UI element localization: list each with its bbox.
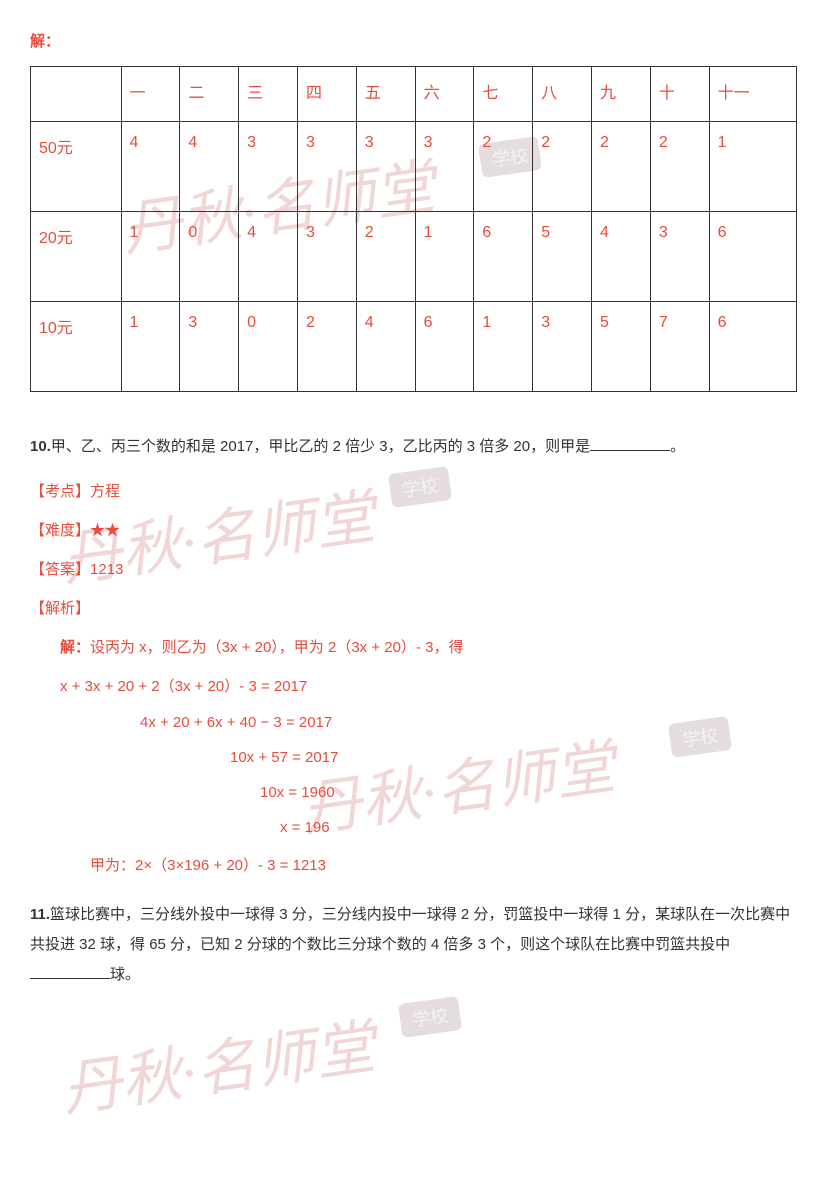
table-cell: 7 xyxy=(650,302,709,392)
solution-label: 解： xyxy=(30,30,797,51)
question-text-after: 。 xyxy=(670,438,685,455)
question-text: 篮球比赛中，三分线外投中一球得 3 分，三分线内投中一球得 2 分，罚篮投中一球… xyxy=(30,906,790,953)
work-step: 4x + 20 + 6x + 40 − 3 = 2017 xyxy=(30,714,797,731)
table-row: 20元 1 0 4 3 2 1 6 5 4 3 6 xyxy=(31,212,797,302)
work-step: x = 196 xyxy=(30,819,797,836)
table-cell: 4 xyxy=(356,302,415,392)
watermark-4: 丹秋·名师堂 xyxy=(55,999,379,1129)
question-11: 11.篮球比赛中，三分线外投中一球得 3 分，三分线内投中一球得 2 分，罚篮投… xyxy=(30,900,797,990)
jiexi-label: 【解析】 xyxy=(30,597,797,618)
work-step: x + 3x + 20 + 2（3x + 20）- 3 = 2017 xyxy=(30,675,797,696)
table-cell: 5 xyxy=(533,212,592,302)
table-cell: 1 xyxy=(474,302,533,392)
fill-blank xyxy=(590,436,670,451)
kaodian-line: 【考点】方程 xyxy=(30,480,797,501)
table-cell: 四 xyxy=(297,67,356,122)
work-step: 10x = 1960 xyxy=(30,784,797,801)
table-cell: 3 xyxy=(297,212,356,302)
table-cell: 5 xyxy=(592,302,651,392)
table-row: 10元 1 3 0 2 4 6 1 3 5 7 6 xyxy=(31,302,797,392)
table-cell: 1 xyxy=(709,122,796,212)
table-cell: 1 xyxy=(121,302,180,392)
question-number: 11. xyxy=(30,906,50,923)
table-cell: 三 xyxy=(239,67,298,122)
daan-label: 【答案】 xyxy=(30,561,90,578)
table-cell: 3 xyxy=(533,302,592,392)
table-cell: 4 xyxy=(121,122,180,212)
table-cell: 2 xyxy=(650,122,709,212)
fill-blank xyxy=(30,964,110,979)
solve-label: 解： xyxy=(60,639,90,656)
table-cell: 0 xyxy=(180,212,239,302)
table-cell: 6 xyxy=(709,302,796,392)
nandu-value: ★★ xyxy=(90,522,120,539)
table-cell: 八 xyxy=(533,67,592,122)
table-cell: 十一 xyxy=(709,67,796,122)
table-cell: 4 xyxy=(239,212,298,302)
table-cell: 3 xyxy=(415,122,474,212)
table-cell: 1 xyxy=(415,212,474,302)
table-cell: 一 xyxy=(121,67,180,122)
kaodian-value: 方程 xyxy=(90,483,120,500)
question-number: 10. xyxy=(30,438,51,455)
table-row: 50元 4 4 3 3 3 3 2 2 2 2 1 xyxy=(31,122,797,212)
table-cell: 6 xyxy=(709,212,796,302)
nandu-label: 【难度】 xyxy=(30,522,90,539)
table-cell: 2 xyxy=(356,212,415,302)
table-cell: 五 xyxy=(356,67,415,122)
table-row-label: 20元 xyxy=(31,212,122,302)
table-cell: 3 xyxy=(180,302,239,392)
solve-intro-text: 设丙为 x，则乙为（3x + 20），甲为 2（3x + 20）- 3，得 xyxy=(90,639,463,656)
answer-table: 一 二 三 四 五 六 七 八 九 十 十一 50元 4 4 3 3 3 3 2… xyxy=(30,66,797,392)
question-text: 甲、乙、丙三个数的和是 2017，甲比乙的 2 倍少 3，乙比丙的 3 倍多 2… xyxy=(51,438,590,455)
daan-value: 1213 xyxy=(90,561,123,578)
table-cell: 3 xyxy=(356,122,415,212)
table-header-row: 一 二 三 四 五 六 七 八 九 十 十一 xyxy=(31,67,797,122)
table-cell: 二 xyxy=(180,67,239,122)
table-cell: 2 xyxy=(474,122,533,212)
work-step: 10x + 57 = 2017 xyxy=(30,749,797,766)
table-cell xyxy=(31,67,122,122)
question-text-after: 球。 xyxy=(110,966,140,983)
final-answer: 甲为：2×（3×196 + 20）- 3 = 1213 xyxy=(90,854,797,875)
table-cell: 十 xyxy=(650,67,709,122)
kaodian-label: 【考点】 xyxy=(30,483,90,500)
table-cell: 2 xyxy=(297,302,356,392)
table-cell: 3 xyxy=(650,212,709,302)
table-cell: 4 xyxy=(592,212,651,302)
table-row-label: 50元 xyxy=(31,122,122,212)
watermark-badge-4: 学校 xyxy=(398,996,462,1038)
table-cell: 3 xyxy=(239,122,298,212)
table-cell: 七 xyxy=(474,67,533,122)
table-cell: 九 xyxy=(592,67,651,122)
table-cell: 2 xyxy=(592,122,651,212)
table-cell: 3 xyxy=(297,122,356,212)
table-cell: 6 xyxy=(474,212,533,302)
table-row-label: 10元 xyxy=(31,302,122,392)
daan-line: 【答案】1213 xyxy=(30,558,797,579)
solve-intro: 解：设丙为 x，则乙为（3x + 20），甲为 2（3x + 20）- 3，得 xyxy=(60,636,797,657)
table-cell: 6 xyxy=(415,302,474,392)
table-cell: 4 xyxy=(180,122,239,212)
table-cell: 0 xyxy=(239,302,298,392)
table-cell: 2 xyxy=(533,122,592,212)
table-cell: 1 xyxy=(121,212,180,302)
table-cell: 六 xyxy=(415,67,474,122)
nandu-line: 【难度】★★ xyxy=(30,519,797,540)
question-10: 10.甲、乙、丙三个数的和是 2017，甲比乙的 2 倍少 3，乙比丙的 3 倍… xyxy=(30,432,797,462)
